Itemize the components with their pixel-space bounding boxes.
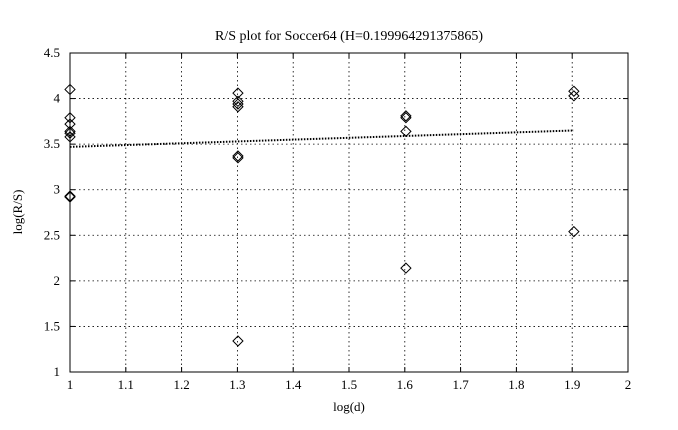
- y-tick-label: 3.5: [44, 136, 60, 151]
- data-point: [232, 150, 244, 162]
- x-tick-label: 1.5: [341, 377, 357, 392]
- y-tick-label: 2: [54, 273, 61, 288]
- x-tick-label: 1.9: [564, 377, 580, 392]
- data-point: [64, 127, 76, 139]
- x-tick-label: 1.7: [452, 377, 469, 392]
- data-point: [400, 262, 412, 274]
- data-point: [232, 101, 244, 113]
- fit-line: [69, 129, 574, 148]
- x-tick-label: 1: [67, 377, 74, 392]
- data-point: [400, 125, 412, 138]
- x-tick-label: 1.6: [397, 377, 414, 392]
- y-tick-label: 3: [54, 182, 61, 197]
- data-points: [64, 83, 580, 347]
- data-point: [64, 190, 76, 202]
- data-point: [232, 95, 244, 108]
- data-point: [568, 225, 580, 238]
- data-point: [232, 152, 244, 164]
- x-tick-label: 1.8: [508, 377, 524, 392]
- x-axis-label: log(d): [333, 399, 365, 414]
- grid-lines: [70, 53, 628, 372]
- axis-ticks: 1 1.1 1.2 1.3 1.4 1.5 1.6 1.7 1.8 1.9 2 1 1.5 2 2.5 3 3.…: [44, 45, 632, 392]
- data-point: [568, 90, 580, 102]
- y-tick-label: 4: [54, 91, 61, 106]
- data-point: [568, 85, 580, 97]
- x-tick-label: 1.3: [229, 377, 245, 392]
- fit-line-group: [69, 129, 574, 148]
- x-tick-label: 1.4: [285, 377, 302, 392]
- data-point: [64, 191, 76, 203]
- x-tick-label: 2: [625, 377, 632, 392]
- y-tick-label: 4.5: [44, 45, 60, 60]
- data-point: [232, 98, 244, 110]
- y-tick-label: 2.5: [44, 227, 60, 242]
- data-point: [64, 83, 76, 96]
- data-point: [232, 87, 244, 99]
- data-point: [232, 335, 244, 347]
- data-point: [64, 112, 76, 124]
- x-tick-label: 1.1: [118, 377, 134, 392]
- data-point: [64, 118, 76, 130]
- x-tick-label: 1.2: [173, 377, 189, 392]
- y-tick-label: 1: [54, 364, 61, 379]
- data-point: [64, 131, 76, 143]
- data-point: [400, 112, 412, 124]
- chart-title: R/S plot for Soccer64 (H=0.1999642913758…: [215, 29, 483, 44]
- data-point: [64, 125, 76, 138]
- y-tick-label: 1.5: [44, 318, 60, 333]
- y-axis-label: log(R/S): [10, 190, 25, 235]
- data-point: [400, 110, 412, 122]
